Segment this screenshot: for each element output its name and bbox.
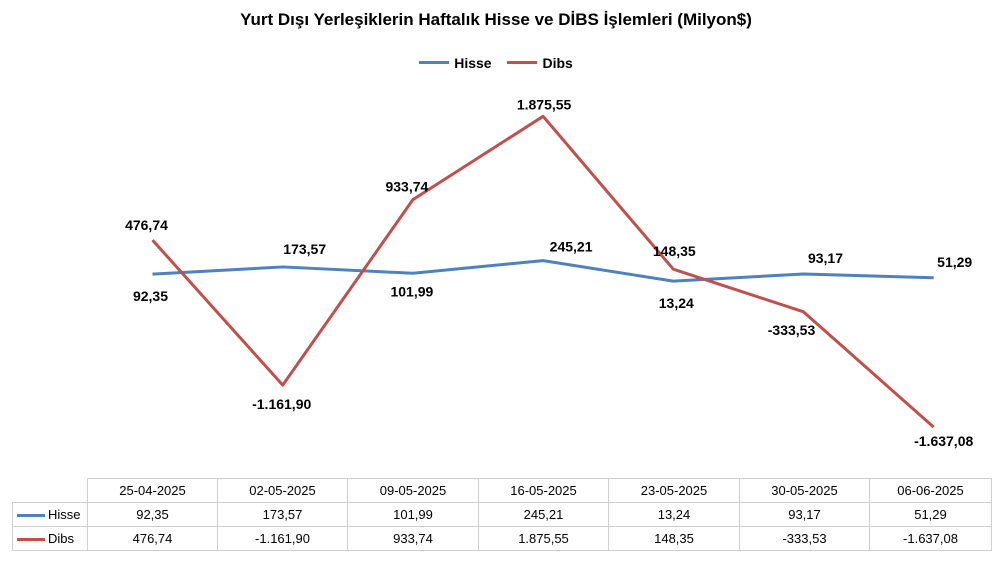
legend-label-hisse: Hisse [454,54,492,71]
table-header-cell: 16-05-2025 [478,478,609,503]
table-cell: 13,24 [608,502,740,527]
plot-area: 92,35 173,57 101,99 245,21 13,24 93,17 51,29 47… [125,96,973,449]
table-cell: 92,35 [87,502,218,527]
table-row-head-hisse: Hisse [12,502,88,527]
table-cell: 148,35 [608,526,740,551]
data-label-dibs: -1.161,90 [252,396,311,412]
row-swatch-hisse [17,514,45,518]
data-label-dibs: 148,35 [653,243,696,259]
table-cell: 173,57 [217,502,348,527]
table-row-head-dibs: Dibs [12,526,88,551]
table-header-cell: 06-06-2025 [869,478,992,503]
chart-title: Yurt Dışı Yerleşiklerin Haftalık Hisse v… [240,10,752,29]
row-label-dibs: Dibs [48,531,75,546]
legend-item-dibs: Dibs [507,54,573,71]
table-cell: 933,74 [347,526,479,551]
data-label-dibs: -1.637,08 [914,433,973,449]
table-cell: 51,29 [869,502,992,527]
table-header-cell: 02-05-2025 [217,478,348,503]
data-label-hisse: 92,35 [133,288,168,304]
table-cell: 245,21 [478,502,609,527]
table-cell: 101,99 [347,502,479,527]
table-cell: 93,17 [739,502,870,527]
table-cell: -1.161,90 [217,526,348,551]
data-label-dibs: 476,74 [125,217,168,233]
table-header-cell: 23-05-2025 [608,478,740,503]
data-label-hisse: 13,24 [659,295,694,311]
data-label-hisse: 51,29 [937,254,972,270]
table-cell: -333,53 [739,526,870,551]
table-row-hisse: Hisse 92,35 173,57 101,99 245,21 13,24 9… [12,502,992,527]
legend-swatch-hisse [419,61,450,64]
data-label-dibs: -333,53 [768,322,816,338]
data-label-dibs: 1.875,55 [517,96,572,112]
table-header-cell: 25-04-2025 [87,478,218,503]
series-line-hisse [152,259,934,283]
legend-swatch-dibs [507,61,538,64]
table-header-cell: 09-05-2025 [347,478,479,503]
data-label-dibs: 933,74 [385,179,428,195]
table-corner [12,478,88,503]
data-label-hisse: 173,57 [283,241,326,257]
table-cell: 1.875,55 [478,526,609,551]
data-label-hisse: 93,17 [808,250,843,266]
table-cell: -1.637,08 [869,526,992,551]
table-header-cell: 30-05-2025 [739,478,870,503]
legend-label-dibs: Dibs [542,54,573,71]
table-cell: 476,74 [87,526,218,551]
table-header-row: 25-04-2025 02-05-2025 09-05-2025 16-05-2… [12,478,992,503]
legend-item-hisse: Hisse [419,54,492,71]
row-label-hisse: Hisse [48,507,81,522]
legend: Hisse Dibs [0,51,992,71]
data-table: 25-04-2025 02-05-2025 09-05-2025 16-05-2… [12,478,992,551]
row-swatch-dibs [17,538,45,542]
data-label-hisse: 245,21 [550,239,593,255]
table-row-dibs: Dibs 476,74 -1.161,90 933,74 1.875,55 14… [12,526,992,551]
data-label-hisse: 101,99 [390,283,433,299]
series-line-dibs [151,114,935,429]
